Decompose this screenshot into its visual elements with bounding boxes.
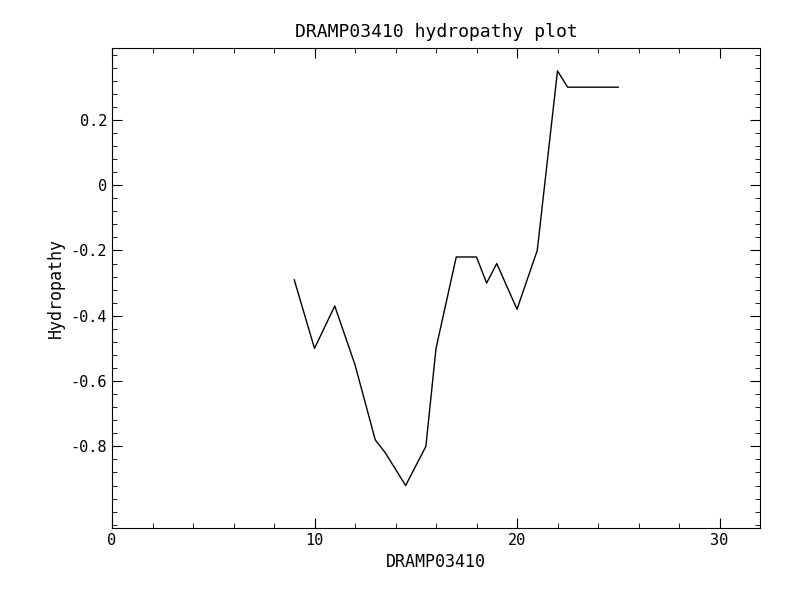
Title: DRAMP03410 hydropathy plot: DRAMP03410 hydropathy plot bbox=[294, 23, 578, 41]
X-axis label: DRAMP03410: DRAMP03410 bbox=[386, 553, 486, 571]
Y-axis label: Hydropathy: Hydropathy bbox=[47, 238, 65, 338]
